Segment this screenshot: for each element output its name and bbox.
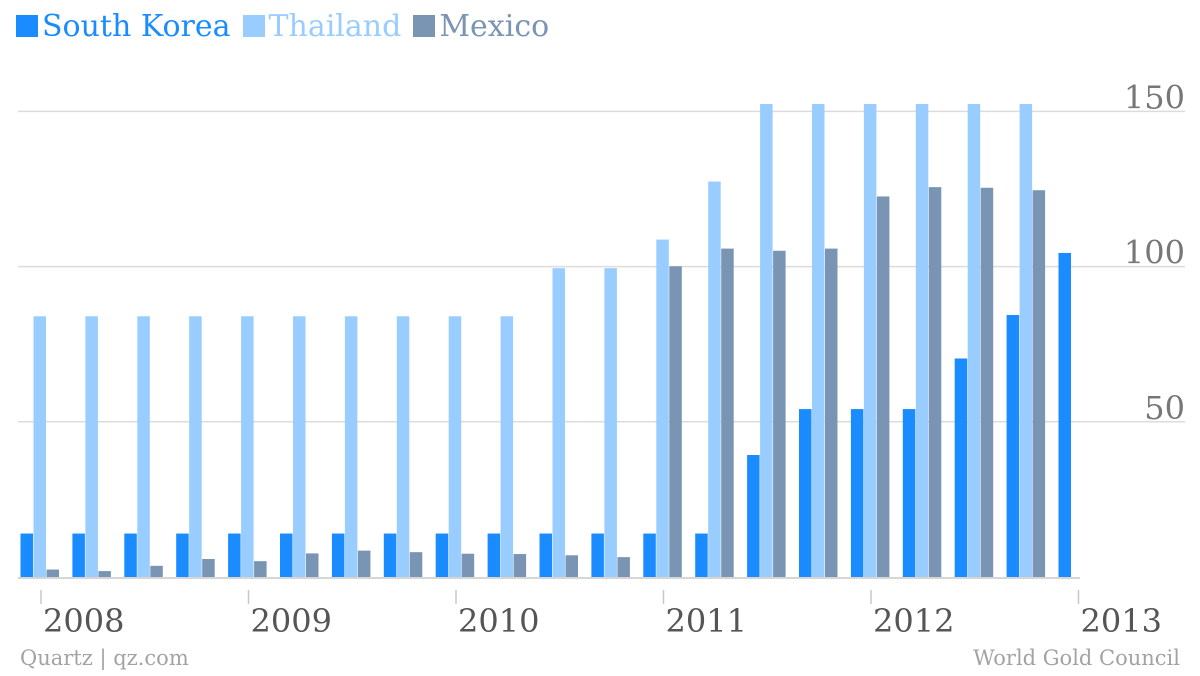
bar-south-korea-4 xyxy=(176,533,189,577)
bar-mexico-13 xyxy=(669,266,682,577)
legend-swatch-thailand xyxy=(242,15,265,37)
bar-south-korea-8 xyxy=(383,533,397,577)
y-tick-label-100: 100 xyxy=(1124,234,1185,272)
bar-thailand-14 xyxy=(708,181,721,577)
legend-swatch-south-korea xyxy=(16,15,38,37)
x-tick-label-2010: 2010 xyxy=(458,602,539,640)
bar-thailand-18 xyxy=(915,103,929,577)
bar-mexico-20 xyxy=(1032,190,1046,578)
bar-south-korea-16 xyxy=(799,409,812,577)
x-tick-label-2008: 2008 xyxy=(43,602,124,640)
bar-south-korea-11 xyxy=(539,533,552,577)
y-tick-label-50: 50 xyxy=(1144,389,1185,427)
bar-south-korea-17 xyxy=(850,409,864,577)
bar-mexico-14 xyxy=(721,248,734,577)
source-credit: Quartz | qz.com xyxy=(20,646,189,670)
bar-thailand-12 xyxy=(604,268,617,577)
bar-mexico-5 xyxy=(254,561,267,577)
y-tick-label-150: 150 xyxy=(1124,78,1185,116)
bar-mexico-17 xyxy=(876,196,890,578)
bar-thailand-1 xyxy=(33,316,46,577)
bar-south-korea-21 xyxy=(1058,252,1071,578)
legend-label-mexico: Mexico xyxy=(439,8,550,44)
legend-label-south-korea: South Korea xyxy=(42,8,231,44)
bar-south-korea-12 xyxy=(591,533,604,577)
bar-thailand-6 xyxy=(293,316,306,577)
x-tick-label-2011: 2011 xyxy=(666,602,747,640)
legend-label-thailand: Thailand xyxy=(268,8,402,44)
y-axis-ticks: 50 100 150 xyxy=(1124,78,1185,426)
bar-south-korea-9 xyxy=(435,533,449,577)
data-source: World Gold Council xyxy=(973,646,1180,670)
legend-item-thailand[interactable]: Thailand xyxy=(242,8,402,44)
bar-thailand-7 xyxy=(344,316,358,577)
bar-south-korea-5 xyxy=(228,533,241,577)
bar-south-korea-1 xyxy=(20,533,33,577)
bar-mexico-2 xyxy=(98,571,111,577)
bar-mexico-16 xyxy=(825,248,838,577)
x-tick-label-2009: 2009 xyxy=(251,602,332,640)
bar-south-korea-7 xyxy=(331,533,345,577)
bar-mexico-9 xyxy=(461,553,475,577)
bar-thailand-10 xyxy=(500,316,514,577)
bar-mexico-18 xyxy=(928,187,942,577)
bar-thailand-15 xyxy=(760,103,773,577)
bar-south-korea-2 xyxy=(72,533,85,577)
legend-swatch-mexico xyxy=(413,15,436,37)
bar-south-korea-20 xyxy=(1006,315,1020,577)
bar-thailand-5 xyxy=(241,316,254,577)
bar-south-korea-10 xyxy=(487,533,501,577)
x-tick-label-2013: 2013 xyxy=(1081,602,1162,640)
x-tick-label-2012: 2012 xyxy=(873,602,954,640)
bar-thailand-19 xyxy=(967,103,981,577)
bar-mexico-1 xyxy=(46,569,59,577)
legend-item-south-korea[interactable]: South Korea xyxy=(16,9,231,44)
x-axis: 2008 2009 2010 2011 2012 2013 xyxy=(18,577,1162,640)
bar-thailand-13 xyxy=(656,239,669,577)
bar-mexico-11 xyxy=(565,555,578,577)
bar-thailand-9 xyxy=(448,316,462,577)
bar-thailand-17 xyxy=(863,103,877,577)
bars xyxy=(20,103,1071,578)
bar-south-korea-18 xyxy=(902,409,916,577)
bar-thailand-3 xyxy=(137,316,150,577)
bar-thailand-16 xyxy=(812,103,825,577)
bar-mexico-10 xyxy=(513,554,527,577)
bar-mexico-19 xyxy=(980,187,994,577)
bar-south-korea-3 xyxy=(124,533,137,577)
bar-south-korea-13 xyxy=(643,533,656,577)
bar-mexico-6 xyxy=(306,553,319,577)
bar-south-korea-15 xyxy=(747,455,760,577)
bar-mexico-4 xyxy=(202,558,215,577)
bar-south-korea-14 xyxy=(695,533,708,577)
bar-mexico-8 xyxy=(409,552,423,577)
bar-south-korea-19 xyxy=(954,358,968,577)
bar-thailand-2 xyxy=(85,316,98,577)
bar-mexico-7 xyxy=(357,550,371,577)
bar-mexico-3 xyxy=(150,565,163,577)
bar-mexico-15 xyxy=(773,250,786,578)
bar-thailand-8 xyxy=(396,316,410,577)
bar-thailand-20 xyxy=(1019,103,1033,577)
bar-thailand-4 xyxy=(189,316,202,577)
legend: South Korea Thailand Mexico xyxy=(16,6,561,46)
bar-mexico-12 xyxy=(617,557,630,577)
legend-item-mexico[interactable]: Mexico xyxy=(413,9,549,44)
bar-south-korea-6 xyxy=(280,533,293,577)
bar-thailand-11 xyxy=(552,268,565,577)
